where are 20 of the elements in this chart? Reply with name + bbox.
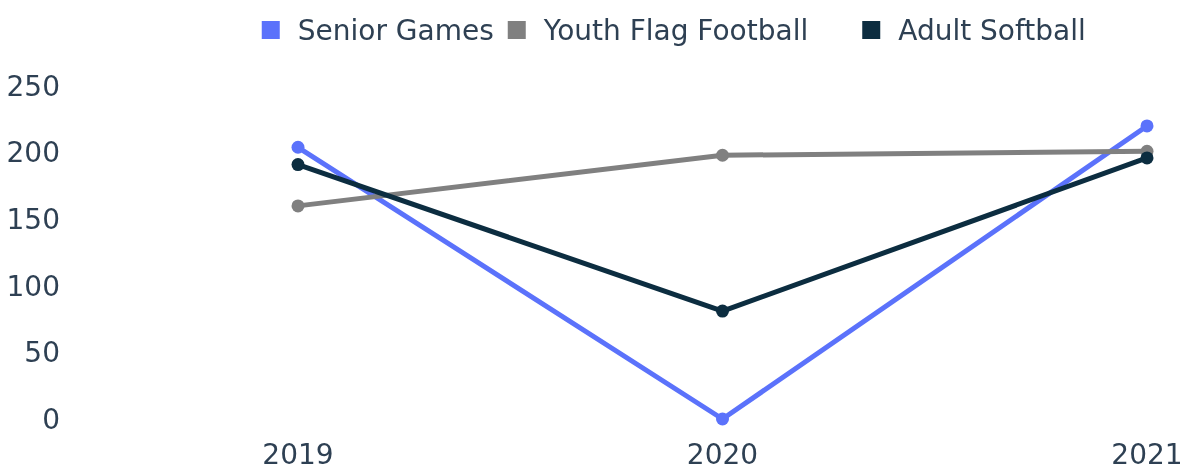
- x-tick-label: 2021: [1111, 438, 1181, 468]
- y-tick-label: 200: [6, 136, 60, 170]
- point: [716, 412, 729, 426]
- y-tick-label: 250: [6, 69, 60, 103]
- point: [291, 140, 305, 154]
- x-tick-label: 2020: [686, 438, 759, 468]
- x-tick-label: 2019: [262, 438, 334, 468]
- point: [291, 199, 305, 213]
- legend-label: Youth Flag Football: [542, 13, 809, 47]
- legend-label: Adult Softball: [898, 13, 1086, 47]
- y-tick-label: 100: [6, 269, 60, 303]
- point: [291, 158, 305, 172]
- legend-label: Senior Games: [297, 13, 494, 47]
- y-tick-label: 150: [6, 203, 60, 236]
- y-tick-label: 50: [24, 336, 60, 370]
- y-tick-label: 0: [42, 402, 60, 436]
- point: [1140, 151, 1154, 165]
- point: [1140, 119, 1154, 133]
- point: [716, 304, 729, 318]
- point: [716, 148, 729, 162]
